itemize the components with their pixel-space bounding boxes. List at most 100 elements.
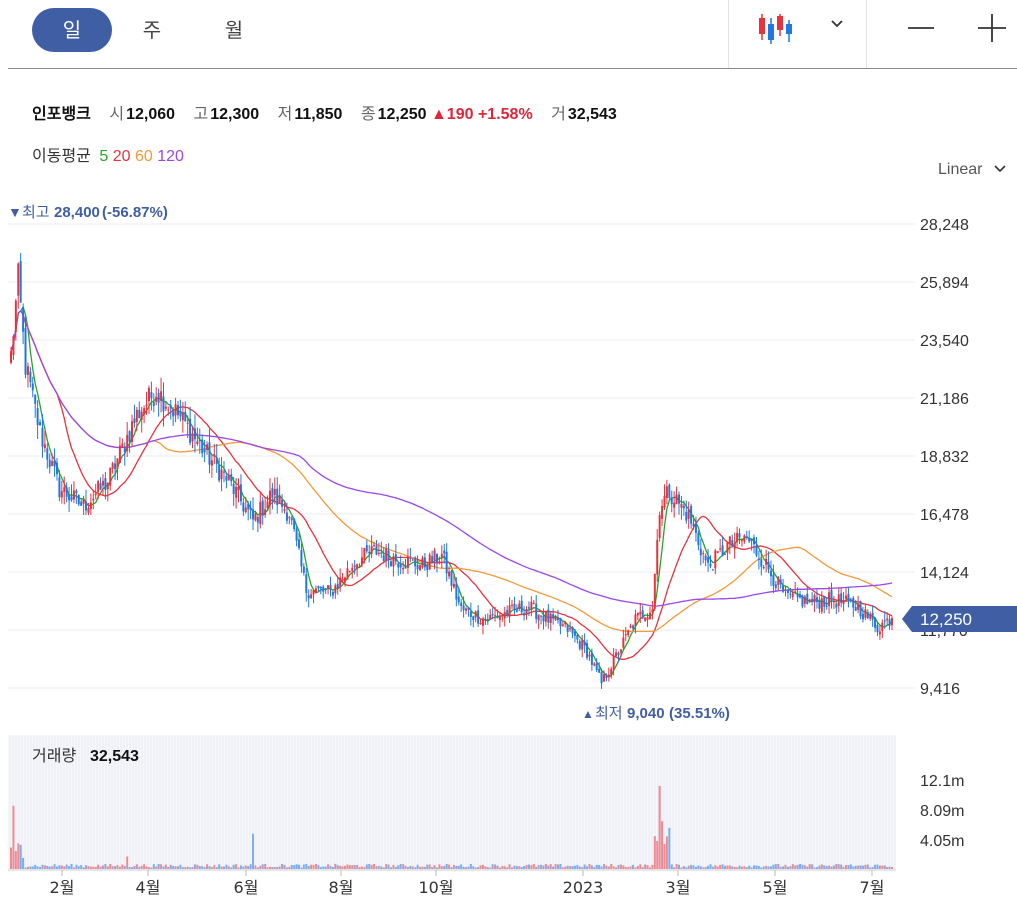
candle-body [644,617,647,621]
volume-bar [92,866,95,869]
volume-bar [77,866,80,869]
candle-body [118,445,121,463]
minus-icon[interactable] [906,14,936,42]
candle-body [845,595,848,599]
volume-bar [561,867,564,869]
candlestick-icon[interactable] [756,12,796,46]
volume-bar [285,867,288,869]
volume-bar [544,864,547,869]
plus-icon[interactable] [976,12,1008,44]
candle-body [254,513,257,521]
volume-bar [394,866,397,869]
moving-average-legend[interactable]: 이동평균 5 20 60 120 [32,142,184,166]
candle-body [206,444,209,451]
volume-bar [486,867,489,869]
candle-body [394,554,397,562]
scale-mode: Linear [938,161,983,178]
volume-bar [801,864,804,869]
candle-body [498,615,501,620]
candle-body [336,583,339,589]
volume-bar [189,867,192,869]
candle-body [530,601,533,610]
candle-body [854,607,857,611]
volume-bar [247,866,250,869]
last-price-tag: 12,250 [902,606,1017,632]
tab-daily[interactable]: 일 [32,8,112,52]
volume-bar [745,867,748,869]
volume-bar [160,864,163,869]
candle-body [619,649,622,653]
toolbar-divider [728,0,729,68]
volume-bar [237,867,240,869]
y-tick-label: 21,186 [920,391,969,408]
volume-bar [385,864,388,869]
ma-20-line [10,309,893,660]
candle-body [634,614,637,627]
candle-body [307,595,310,599]
quote-summary: 인포뱅크 시 12,060 고 12,300 저 11,850 종 12,250 ▲19… [32,100,617,124]
candle-body [779,579,782,585]
candle-body [491,614,494,616]
candle-body [184,412,187,422]
volume-bar [375,866,378,869]
volume-bar [31,866,34,869]
x-tick-label: 7월 [860,878,885,897]
change-value: ▲190 [430,106,474,123]
volume-bar [126,856,129,869]
candle-body [806,593,809,604]
candle-body [421,557,424,568]
candle-body [106,482,109,490]
candle-body [702,553,705,555]
candle-body [641,610,644,619]
candle-body [668,484,671,498]
candle-body [697,533,700,546]
volume-bar [765,865,768,869]
scale-selector[interactable]: Linear [938,161,1007,179]
candle-body [866,612,869,619]
volume-bar [588,863,591,869]
volume-bar [218,864,221,869]
candle-body [484,619,487,621]
volume-bar [406,867,409,869]
candle-body [740,540,743,542]
chevron-down-icon [994,165,1006,173]
volume-bar [210,867,213,869]
volume-bar [818,865,821,869]
candles [10,253,893,689]
x-tick-label: 6월 [234,878,259,897]
volume-bar [610,864,613,869]
candle-body [10,351,12,363]
candle-body [692,523,695,527]
volume-bar [777,864,780,869]
y-tick-label: 18,832 [920,449,969,466]
volume-bar [208,866,211,869]
chevron-down-icon[interactable] [828,16,846,32]
volume-bar [578,866,581,869]
moving-average-label: 이동평균 [32,146,91,165]
tab-monthly[interactable]: 월 [224,18,244,42]
candle-body [564,622,567,625]
volume-bar [244,865,247,869]
grid [8,223,915,689]
candle-body [513,603,516,610]
candle-body [486,618,489,621]
volume-bar [566,865,569,869]
volume-bar [629,866,632,869]
candle-body [769,570,772,577]
candle-body [295,529,298,541]
candle-body [462,605,465,611]
moving-average-lines [10,305,893,678]
candle-body [329,585,332,590]
volume-bar [106,866,109,869]
candle-body [753,537,756,545]
candle-body [138,409,141,419]
candle-body [239,484,242,502]
volume-bar [537,865,540,869]
tab-weekly[interactable]: 주 [142,18,162,42]
max-label: 최고 [22,203,50,221]
candle-body [344,577,347,582]
candle-body [72,490,75,500]
candle-body [271,488,274,498]
volume-bar [392,864,395,869]
